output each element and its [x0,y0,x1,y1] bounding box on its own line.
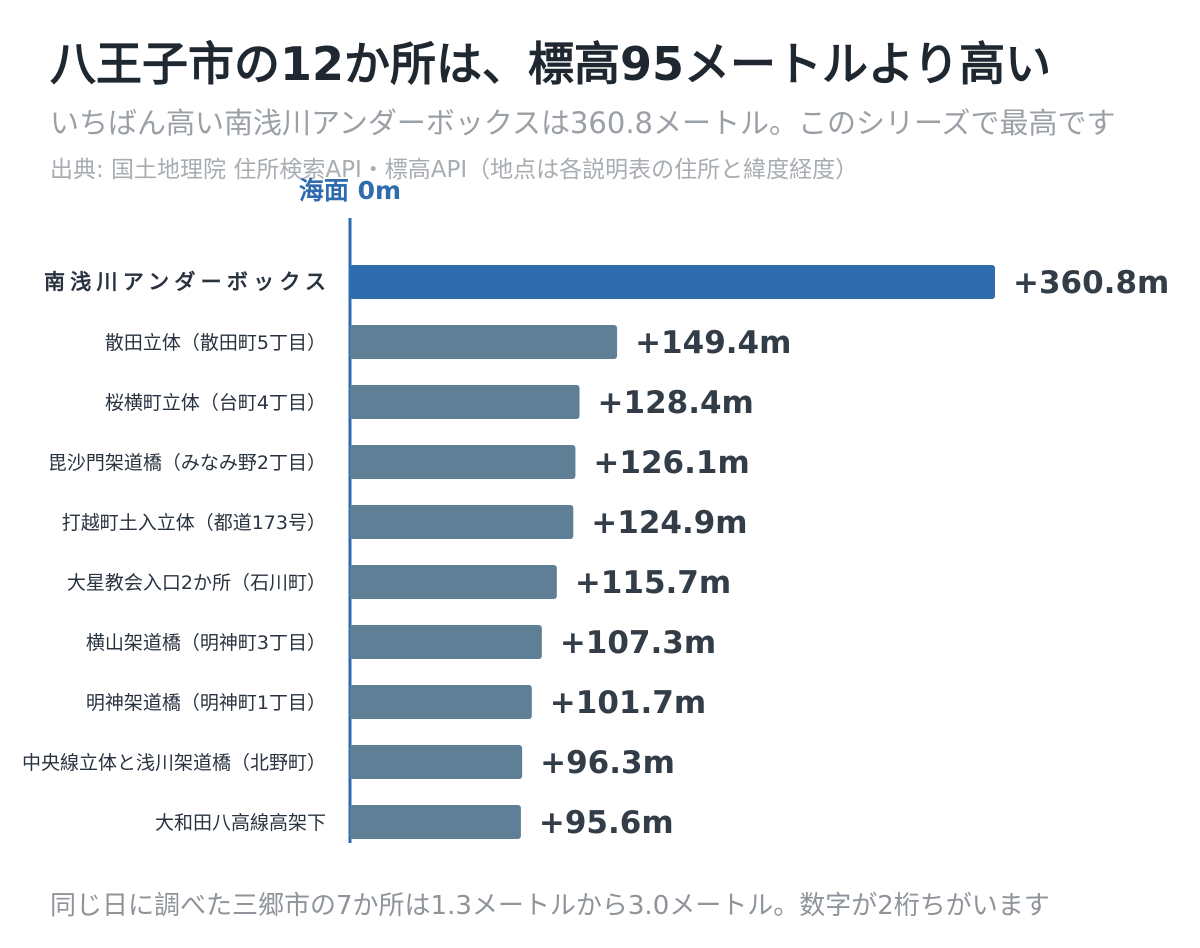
category-label-4: 打越町土入立体（都道173号） [62,512,326,534]
category-label-1: 散田立体（散田町5丁目） [105,332,326,354]
category-label-7: 明神架道橋（明神町1丁目） [86,692,326,714]
value-label-3: +126.1m [593,445,749,481]
bar-2 [350,385,580,419]
bar-3 [350,445,576,479]
value-label-4: +124.9m [591,505,747,541]
bar-0 [350,265,995,299]
value-label-7: +101.7m [550,685,706,721]
value-label-1: +149.4m [635,325,791,361]
value-label-8: +96.3m [540,745,675,781]
bar-6 [350,625,542,659]
value-label-0: +360.8m [1013,265,1169,301]
bar-8 [350,745,523,779]
value-label-6: +107.3m [560,625,716,661]
value-label-9: +95.6m [539,805,674,841]
chart-subtitle: いちばん高い南浅川アンダーボックスは360.8メートル。このシリーズで最高です [50,106,1116,140]
category-label-0: 南浅川アンダーボックス [44,270,326,294]
bar-1 [350,325,618,359]
source-note: 出典: 国土地理院 住所検索API・標高API（地点は各説明表の住所と緯度経度） [50,157,859,183]
baseline-label: 海面 0m [299,176,401,205]
category-label-3: 毘沙門架道橋（みなみ野2丁目） [48,452,326,474]
value-label-5: +115.7m [575,565,731,601]
category-label-5: 大星教会入口2か所（石川町） [67,572,326,594]
chart-title: 八王子市の12か所は、標高95メートルより高い [50,37,1052,91]
footnote: 同じ日に調べた三郷市の7か所は1.3メートルから3.0メートル。数字が2桁ちがい… [50,891,1050,921]
category-label-6: 横山架道橋（明神町3丁目） [86,632,326,654]
bar-7 [350,685,532,719]
bar-9 [350,805,521,839]
value-label-2: +128.4m [598,385,754,421]
category-label-9: 大和田八高線高架下 [155,812,326,834]
category-label-2: 桜横町立体（台町4丁目） [105,392,326,414]
bar-5 [350,565,557,599]
bar-4 [350,505,574,539]
category-label-8: 中央線立体と浅川架道橋（北野町） [22,752,326,774]
